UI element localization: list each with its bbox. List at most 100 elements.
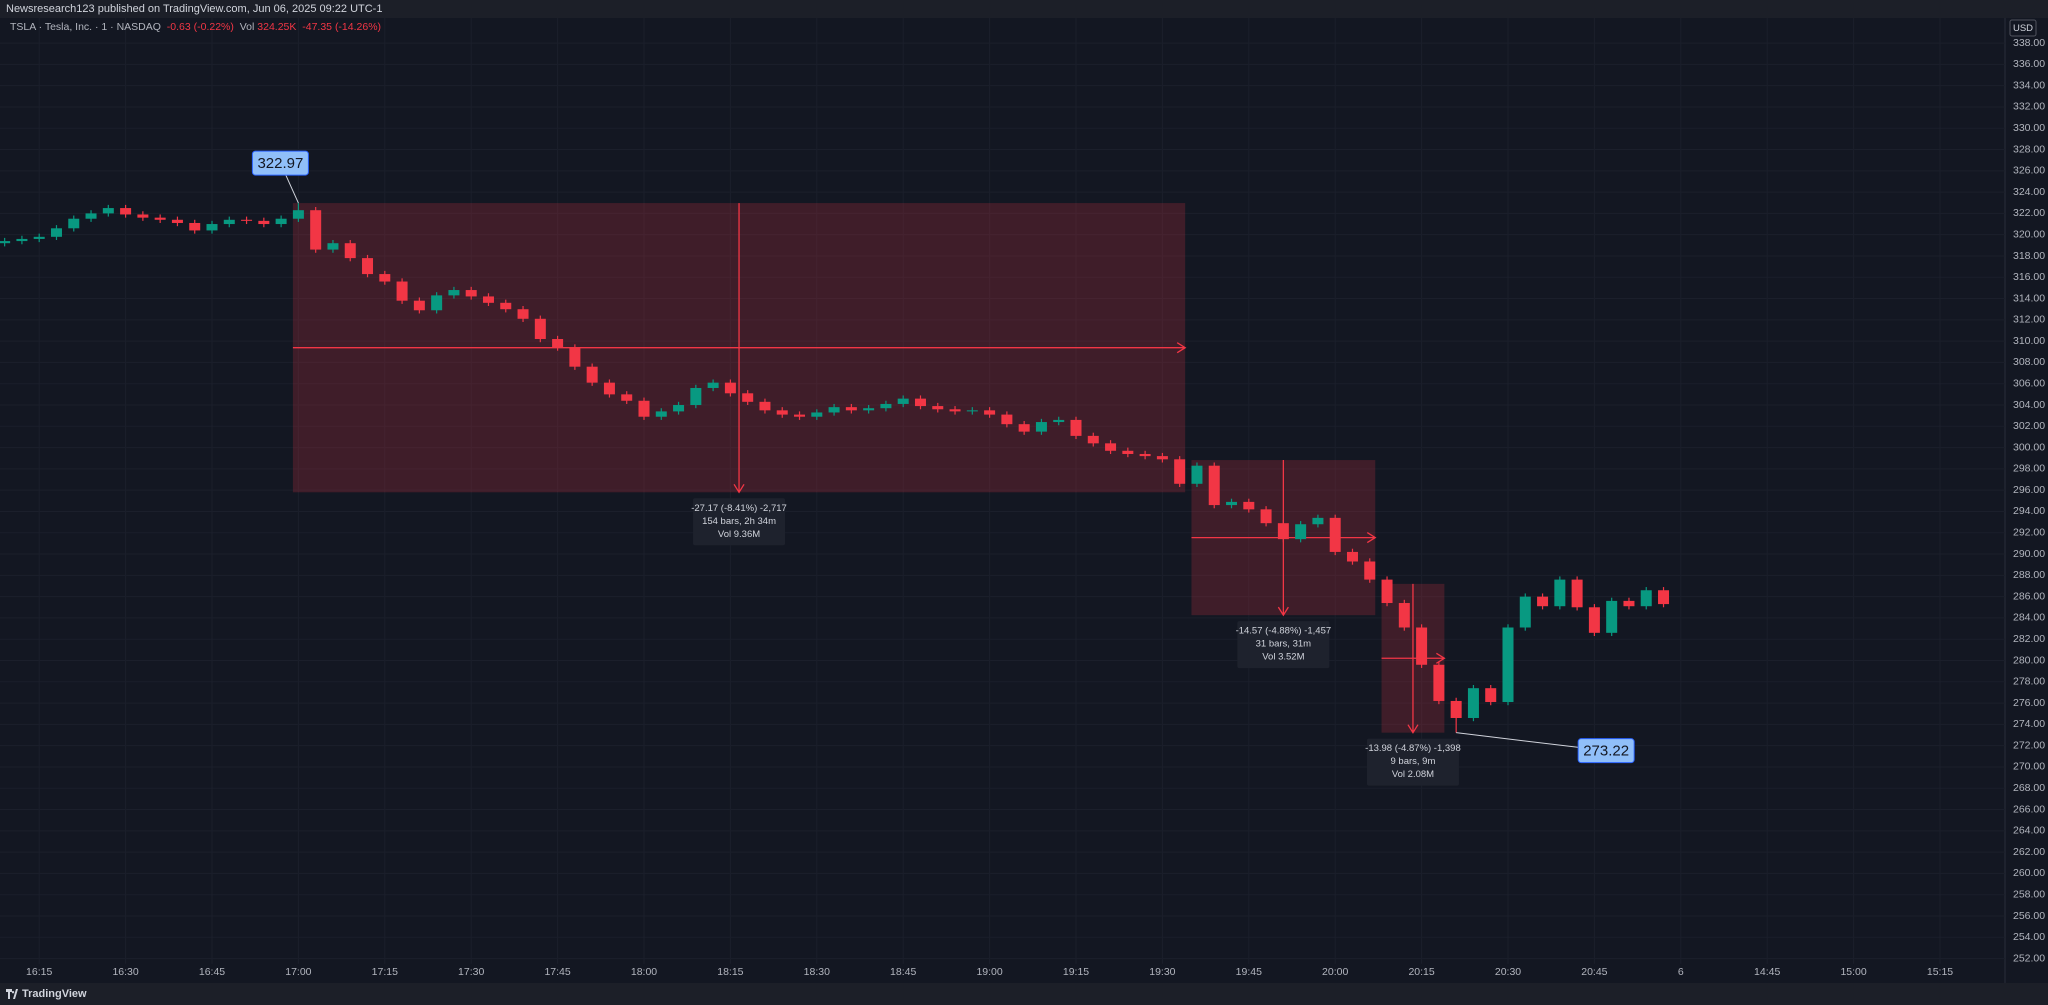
y-tick-label: 308.00 [2013,356,2045,368]
candle-body [1277,523,1289,540]
x-tick-label: 19:00 [976,966,1002,978]
y-tick-label: 280.00 [2013,654,2045,666]
y-tick-label: 278.00 [2013,676,2045,688]
candle-body [811,412,823,417]
candle-body [724,382,736,394]
candle-body [1226,501,1238,506]
y-tick-label: 260.00 [2013,867,2045,879]
candle-body [1588,607,1600,633]
candle-body [362,258,374,275]
footer: TradingView [0,983,2048,1005]
candle-body [1018,424,1030,432]
candle-body [1122,450,1134,454]
y-tick-label: 286.00 [2013,590,2045,602]
candle-body [742,393,754,402]
y-tick-label: 312.00 [2013,314,2045,326]
candle-body [431,295,443,311]
candle-body [241,219,253,221]
candle-body [500,302,512,310]
measure-label: -14.57 (-4.88%) -1,457 [1236,626,1332,637]
candle-body [949,409,961,412]
candle-body [517,309,529,319]
candle-body [258,220,270,225]
y-tick-label: 316.00 [2013,271,2045,283]
candle-body [1502,627,1514,703]
candle-body [707,382,719,388]
x-tick-label: 19:15 [1063,966,1089,978]
x-tick-label: 19:45 [1236,966,1262,978]
candle-body [1398,603,1410,628]
candle-body [0,241,11,244]
candle-body [966,410,978,412]
candle-body [482,296,494,303]
callout-label: 273.22 [1583,743,1629,760]
candle-body [1571,579,1583,608]
y-tick-label: 288.00 [2013,569,2045,581]
candle-body [690,387,702,406]
y-tick-label: 334.00 [2013,79,2045,91]
callout-box [1577,738,1635,764]
candle-body [396,281,408,301]
candle-body [310,210,322,250]
measure-label: 154 bars, 2h 34m [702,516,776,527]
y-tick-label: 276.00 [2013,697,2045,709]
measure-label: 31 bars, 31m [1256,639,1312,650]
measure-arrow-v [733,203,745,494]
x-tick-label: 20:45 [1581,966,1607,978]
candle-body [1450,700,1462,718]
y-tick-label: 294.00 [2013,505,2045,517]
x-tick-label: 19:30 [1149,966,1175,978]
measure-label: -13.98 (-4.87%) -1,398 [1365,743,1461,754]
volume: 324.25K [257,21,297,33]
volume-change: -47.35 (-14.26%) [302,21,382,33]
measure-label-box [1237,621,1330,669]
measure-arrow-v [1407,583,1419,734]
candle-body [586,366,598,383]
candle-body [673,405,685,412]
candle-body [621,394,633,401]
y-tick-label: 284.00 [2013,612,2045,624]
candle-body [932,406,944,410]
x-tick-label: 16:15 [26,966,52,978]
y-tick-label: 304.00 [2013,399,2045,411]
candle-body [1053,419,1065,423]
y-tick-label: 292.00 [2013,527,2045,539]
candle-body [137,214,149,218]
candle-body [327,243,339,250]
candle-body [1346,551,1358,562]
candle-body [1243,501,1255,510]
y-tick-label: 332.00 [2013,101,2045,113]
candle-body [68,218,80,229]
candle-body [1537,596,1549,607]
y-tick-label: 328.00 [2013,143,2045,155]
y-tick-label: 302.00 [2013,420,2045,432]
y-tick-label: 262.00 [2013,846,2045,858]
y-tick-label: 264.00 [2013,825,2045,837]
y-tick-label: 338.00 [2013,37,2045,49]
x-tick-label: 15:00 [1840,966,1866,978]
currency: USD [2013,23,2033,34]
x-tick-label: 17:00 [285,966,311,978]
candle-body [1433,664,1445,701]
candle-body [776,410,788,415]
publisher-bar: Newsresearch123 published on TradingView… [0,0,2048,18]
candle-body [914,398,926,407]
x-tick-label: 18:00 [631,966,657,978]
measure-label: -27.17 (-8.41%) -2,717 [691,503,787,514]
x-tick-label: 17:30 [458,966,484,978]
currency-box [2009,19,2037,37]
candle-body [863,408,875,411]
candle-body [1329,517,1341,552]
candle-body [759,401,771,411]
y-tick-label: 300.00 [2013,441,2045,453]
plot-area [0,18,2005,983]
candle-body [1312,517,1324,525]
candle-body [413,300,425,311]
y-tick-label: 274.00 [2013,718,2045,730]
y-tick-label: 256.00 [2013,910,2045,922]
candle-body [655,411,667,417]
candle-body [154,217,166,220]
x-tick-label: 17:45 [544,966,570,978]
brand: TradingView [22,988,87,1000]
